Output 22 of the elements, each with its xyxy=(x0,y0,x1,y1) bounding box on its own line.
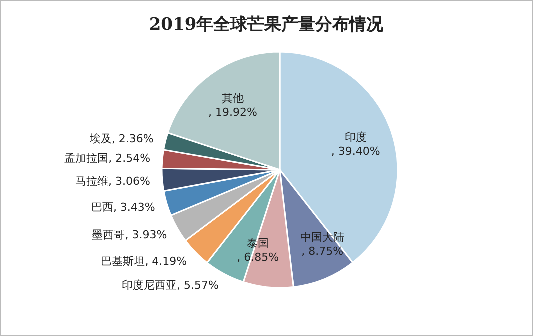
slice-label: 中国大陆 xyxy=(300,231,345,244)
data-label: , 2.36% xyxy=(112,132,154,146)
slice-label: 马拉维 xyxy=(76,175,109,188)
slice-label: 墨西哥 xyxy=(92,228,126,242)
slice-label: 其他 xyxy=(222,92,244,105)
data-label: , 4.19% xyxy=(145,254,188,268)
data-label: , 3.43% xyxy=(113,201,156,214)
slice-label: 印度 xyxy=(344,130,367,144)
data-label: , 5.57% xyxy=(176,278,219,292)
data-label: , 2.54% xyxy=(108,152,151,166)
chart-title: 2019年全球芒果产量分布情况 xyxy=(149,15,385,35)
slice-label: 巴基斯坦 xyxy=(101,254,146,268)
slice-label: 孟加拉国 xyxy=(64,152,109,166)
data-label: , 19.92% xyxy=(208,106,258,119)
data-label: , 3.93% xyxy=(125,228,168,242)
slice-label: 巴西 xyxy=(91,201,114,214)
slice-label: 埃及 xyxy=(88,132,112,146)
data-label: , 3.06% xyxy=(108,175,150,188)
data-label: , 8.75% xyxy=(302,245,344,258)
slice-label: 印度尼西亚 xyxy=(122,278,177,292)
data-label: , 39.40% xyxy=(331,144,380,158)
data-label: , 6.85% xyxy=(237,250,280,264)
